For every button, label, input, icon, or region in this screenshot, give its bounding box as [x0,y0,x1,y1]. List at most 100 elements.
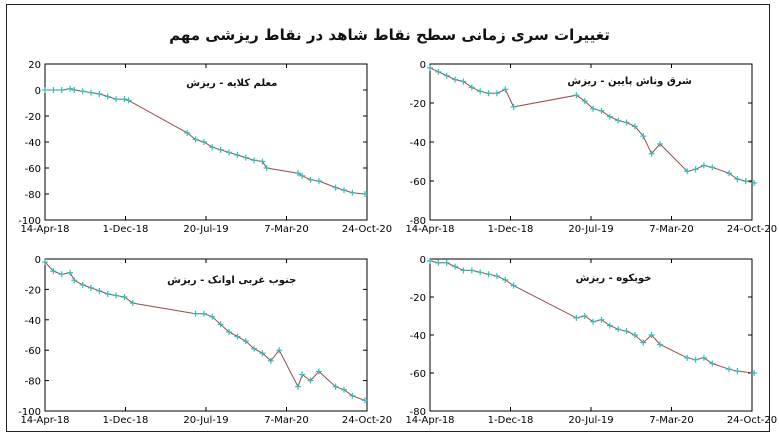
data-point [468,267,475,274]
data-point [42,87,48,93]
data-point [606,322,613,329]
data-point [493,273,500,280]
data-point [485,90,492,97]
data-point [590,318,597,325]
x-tick-label: 14-Apr-18 [20,415,69,426]
y-tick-label: -20 [25,285,41,296]
data-point [657,341,663,348]
data-point [468,84,475,91]
x-tick-label: 1-Dec-18 [103,224,149,235]
data-point [341,386,347,393]
x-tick-label: 14-Apr-18 [405,415,454,426]
y-tick-label: 20 [28,60,41,71]
x-tick-label: 24-Oct-20 [342,224,392,235]
data-point [493,90,500,97]
plot-area [429,63,753,221]
x-tick-label: 1-Dec-18 [488,415,534,426]
data-point [435,68,442,75]
data-point [79,281,86,288]
data-point [307,377,314,384]
data-point [623,328,630,335]
data-point [751,370,758,376]
y-tick-label: -80 [25,377,41,388]
data-point [485,271,492,278]
data-point [332,184,339,191]
data-point [259,350,266,357]
data-point [581,98,588,105]
data-point [657,140,663,147]
y-tick-label: -80 [410,216,426,227]
data-point [598,316,605,323]
x-tick-label: 1-Dec-18 [103,415,149,426]
data-point [452,263,459,270]
data-point [349,189,356,196]
data-point [443,72,450,79]
data-point [67,85,74,92]
data-point [192,136,199,143]
data-point [307,176,314,183]
y-tick-label: -40 [25,316,41,327]
y-tick-label: -20 [25,112,41,123]
y-tick-label: -20 [410,99,426,110]
data-point [502,86,509,93]
data-point [726,366,732,373]
x-tick-label: 7-Mar-20 [649,415,694,426]
data-point [700,162,707,169]
data-point [263,165,270,171]
data-point [276,347,283,354]
x-tick-label: 7-Mar-20 [649,224,694,235]
data-point [200,310,207,317]
data-point [42,259,48,266]
data-point [50,87,57,93]
y-tick-label: -80 [25,190,41,201]
data-point [573,92,580,99]
data-point [477,88,484,95]
y-tick-label: -100 [18,407,41,418]
data-point [96,90,103,97]
data-point [234,333,241,340]
data-point [640,133,647,140]
y-tick-label: 0 [35,86,41,97]
data-point [121,96,128,103]
chart-title: معلم کلایه - ریزش [186,78,277,89]
data-point [460,267,467,274]
data-point [113,292,120,299]
data-point [295,383,301,390]
data-point [315,178,322,184]
data-point [341,187,347,194]
x-tick-label: 24-Oct-20 [727,415,777,426]
x-tick-label: 20-Jul-19 [183,224,228,235]
data-point [234,152,241,158]
x-tick-label: 1-Dec-18 [488,224,534,235]
data-point [129,300,136,307]
data-point [606,113,613,120]
data-point [113,96,120,103]
data-point [88,284,94,291]
data-point [299,172,306,179]
data-point [598,107,605,114]
data-point [79,88,86,95]
data-point [460,78,467,85]
x-tick-label: 7-Mar-20 [264,415,309,426]
y-tick-label: -60 [410,369,426,380]
data-point [631,332,638,338]
data-point [692,166,699,173]
data-point [104,290,111,297]
data-point [67,269,74,276]
data-point [435,259,442,266]
data-point [443,259,450,266]
data-point [242,338,249,345]
data-point [209,144,216,151]
data-point [709,164,716,171]
data-point [349,392,356,399]
data-point [125,97,132,104]
y-tick-label: -60 [25,346,41,357]
data-point [648,150,655,157]
y-tick-label: 0 [420,60,426,71]
data-point [315,368,322,375]
data-point [96,287,103,294]
y-tick-label: -80 [410,407,426,418]
